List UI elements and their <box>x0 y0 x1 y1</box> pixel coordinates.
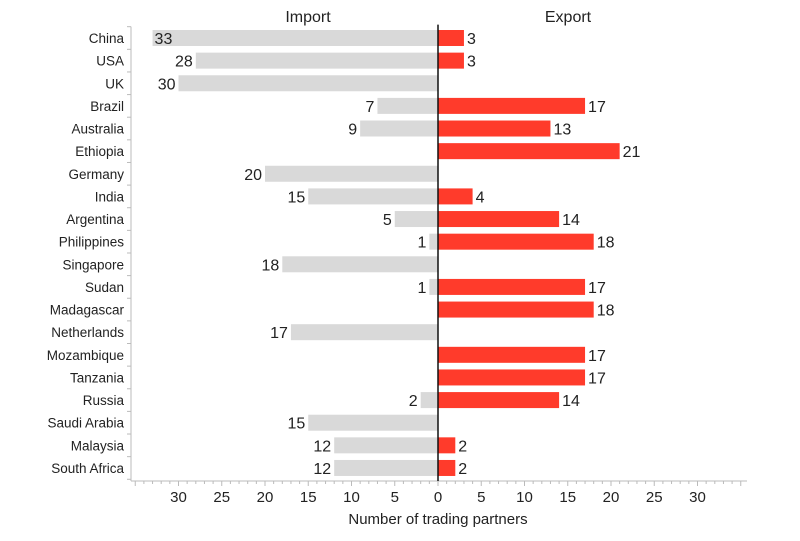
import-value-label: 12 <box>313 461 331 478</box>
x-tick-label: 0 <box>434 489 442 506</box>
category-label: Russia <box>83 393 125 408</box>
export-value-label: 4 <box>476 189 485 206</box>
category-label: Mozambique <box>47 348 124 363</box>
import-value-label: 1 <box>417 235 426 252</box>
category-label: China <box>89 31 125 46</box>
import-bar <box>360 120 438 137</box>
import-value-label: 2 <box>409 393 418 410</box>
export-value-label: 17 <box>588 370 606 387</box>
x-tick-label: 10 <box>343 489 360 506</box>
category-label: Sudan <box>85 280 124 295</box>
import-bar <box>265 165 438 182</box>
import-bar <box>394 211 438 228</box>
category-label: Germany <box>68 167 124 182</box>
category-label: UK <box>105 76 124 91</box>
export-bar <box>438 233 594 250</box>
import-bar <box>420 392 438 409</box>
x-tick-label: 5 <box>391 489 399 506</box>
category-label: Tanzania <box>70 370 125 385</box>
export-value-label: 21 <box>623 144 641 161</box>
export-bar <box>438 301 594 318</box>
x-tick-label: 20 <box>603 489 620 506</box>
import-bar <box>195 52 438 69</box>
export-value-label: 13 <box>553 122 571 139</box>
import-value-label: 1 <box>417 280 426 297</box>
x-tick-label: 5 <box>477 489 485 506</box>
export-header: Export <box>545 9 592 26</box>
export-bar <box>438 52 464 69</box>
category-label: Singapore <box>62 257 124 272</box>
category-label: USA <box>96 54 124 69</box>
import-value-label: 15 <box>287 189 305 206</box>
x-tick-label: 20 <box>257 489 274 506</box>
export-value-label: 3 <box>467 31 476 48</box>
import-bar <box>308 414 438 431</box>
export-bar <box>438 369 586 386</box>
x-tick-label: 15 <box>559 489 576 506</box>
export-bar <box>438 120 551 137</box>
category-label: Saudi Arabia <box>47 416 124 431</box>
export-value-label: 17 <box>588 99 606 116</box>
export-value-label: 2 <box>458 461 467 478</box>
export-value-label: 14 <box>562 393 580 410</box>
export-bar <box>438 143 620 160</box>
x-axis-label: Number of trading partners <box>348 511 527 528</box>
export-bar <box>438 392 560 409</box>
export-bar <box>438 211 560 228</box>
category-label: Malaysia <box>71 438 125 453</box>
import-value-label: 18 <box>262 257 280 274</box>
export-bar <box>438 30 464 46</box>
export-bar <box>438 188 473 205</box>
x-tick-label: 25 <box>213 489 230 506</box>
import-bar <box>429 233 438 250</box>
category-label: Philippines <box>59 235 125 250</box>
export-value-label: 18 <box>597 235 615 252</box>
x-tick-label: 10 <box>516 489 533 506</box>
x-tick-label: 15 <box>300 489 317 506</box>
import-value-label: 33 <box>155 31 173 48</box>
x-tick-label: 25 <box>646 489 663 506</box>
export-value-label: 14 <box>562 212 580 229</box>
category-label: Ethiopia <box>75 144 124 159</box>
category-label: Australia <box>71 122 124 137</box>
export-bar <box>438 437 456 454</box>
export-value-label: 17 <box>588 348 606 365</box>
import-bar <box>152 30 439 46</box>
import-bar <box>334 437 438 454</box>
x-tick-label: 30 <box>170 489 187 506</box>
export-bar <box>438 97 586 114</box>
category-label: Brazil <box>90 99 124 114</box>
category-label: India <box>95 189 125 204</box>
x-tick-label: 30 <box>689 489 706 506</box>
category-label: Argentina <box>66 212 124 227</box>
category-label: Netherlands <box>51 325 124 340</box>
import-value-label: 30 <box>158 76 176 93</box>
export-bar <box>438 346 586 363</box>
import-value-label: 28 <box>175 54 193 71</box>
category-label: South Africa <box>51 461 124 476</box>
export-bar <box>438 278 586 295</box>
export-value-label: 18 <box>597 303 615 320</box>
import-bar <box>334 459 438 476</box>
import-bar <box>308 188 438 205</box>
import-value-label: 9 <box>348 122 357 139</box>
export-value-label: 3 <box>467 54 476 71</box>
export-bar <box>438 459 456 476</box>
import-value-label: 5 <box>383 212 392 229</box>
category-label: Madagascar <box>50 303 125 318</box>
import-bar <box>290 324 438 341</box>
import-bar <box>282 256 438 273</box>
export-value-label: 17 <box>588 280 606 297</box>
import-bar <box>377 97 438 114</box>
import-bar <box>429 278 438 295</box>
import-value-label: 7 <box>366 99 375 116</box>
import-value-label: 15 <box>287 416 305 433</box>
export-value-label: 2 <box>458 438 467 455</box>
import-value-label: 20 <box>244 167 262 184</box>
import-value-label: 17 <box>270 325 288 342</box>
import-header: Import <box>285 9 331 26</box>
import-bar <box>178 75 438 92</box>
import-value-label: 12 <box>313 438 331 455</box>
